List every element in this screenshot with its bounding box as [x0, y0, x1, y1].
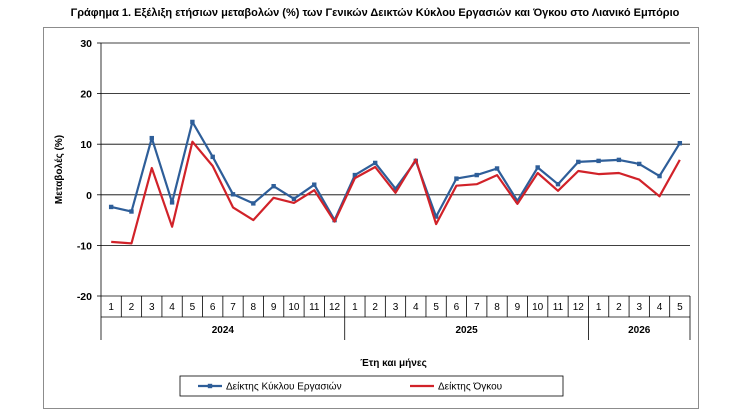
data-point — [474, 172, 479, 178]
data-point — [535, 165, 540, 170]
month-tick-label: 2 — [372, 302, 378, 313]
data-point — [108, 204, 114, 210]
month-tick-label: 11 — [553, 302, 564, 313]
data-point — [616, 157, 622, 163]
y-tick-label: 20 — [80, 89, 92, 101]
data-point — [210, 154, 215, 160]
y-tick-label: 10 — [80, 139, 92, 151]
month-tick-label: 6 — [210, 302, 216, 313]
month-tick-label: 3 — [149, 302, 155, 313]
data-point — [433, 214, 439, 219]
month-tick-label: 2 — [129, 302, 135, 313]
data-point — [555, 181, 561, 187]
legend-marker — [207, 383, 213, 389]
y-tick-label: -10 — [77, 240, 92, 252]
month-tick-label: 5 — [190, 302, 196, 313]
data-point — [576, 159, 581, 165]
month-tick-label: 1 — [596, 302, 602, 313]
month-tick-label: 12 — [573, 302, 585, 313]
year-label: 2026 — [628, 325, 651, 336]
legend-box — [179, 375, 564, 397]
legend-label: Δείκτης Όγκου — [438, 381, 502, 393]
month-tick-label: 7 — [474, 302, 480, 313]
month-tick-label: 4 — [413, 302, 419, 313]
data-point — [596, 158, 601, 164]
month-tick-label: 4 — [169, 302, 175, 313]
x-axis-title: Έτη και μήνες — [360, 358, 427, 369]
month-tick-label: 8 — [494, 302, 500, 313]
data-point — [637, 161, 642, 167]
data-point — [190, 119, 195, 125]
y-tick-label: 0 — [86, 190, 92, 202]
data-point — [149, 135, 154, 141]
data-point — [494, 166, 500, 171]
month-tick-label: 10 — [532, 302, 544, 313]
month-tick-label: 3 — [393, 302, 399, 313]
data-point — [271, 183, 276, 189]
data-point — [129, 209, 134, 214]
data-point — [372, 160, 378, 166]
data-point — [515, 198, 520, 204]
data-point — [312, 182, 317, 187]
series-line-1 — [111, 140, 681, 245]
month-tick-label: 4 — [657, 302, 663, 313]
data-point — [393, 186, 398, 191]
y-tick-label: -20 — [77, 291, 92, 303]
month-tick-label: 2 — [616, 302, 622, 313]
month-tick-label: 10 — [288, 302, 300, 313]
series-line-0 — [110, 120, 681, 222]
month-tick-label: 7 — [230, 302, 236, 313]
month-tick-label: 1 — [108, 302, 114, 313]
month-tick-label: 1 — [352, 302, 358, 313]
month-tick-label: 5 — [677, 302, 683, 313]
year-label: 2025 — [455, 325, 478, 336]
data-point — [677, 140, 683, 146]
data-point — [454, 176, 459, 181]
month-tick-label: 5 — [433, 302, 439, 313]
chart-title: Γράφημα 1. Εξέλιξη ετήσιων μεταβολών (%)… — [70, 7, 680, 19]
y-axis-title: Μεταβολές (%) — [54, 135, 65, 204]
data-point — [291, 196, 297, 202]
month-tick-label: 11 — [309, 302, 320, 313]
legend-label: Δείκτης Κύκλου Εργασιών — [226, 381, 342, 393]
data-point — [169, 200, 175, 205]
month-tick-label: 8 — [251, 302, 257, 313]
data-point — [657, 173, 662, 179]
year-label: 2024 — [212, 325, 235, 336]
data-point — [251, 201, 256, 206]
month-tick-label: 12 — [329, 302, 341, 313]
y-tick-label: 30 — [80, 38, 92, 50]
month-tick-label: 6 — [454, 302, 460, 313]
month-tick-label: 9 — [515, 302, 521, 313]
data-point — [352, 172, 358, 178]
data-point — [230, 192, 236, 197]
month-tick-label: 9 — [271, 302, 277, 313]
month-tick-label: 3 — [636, 302, 642, 313]
chart-frame — [43, 27, 699, 409]
